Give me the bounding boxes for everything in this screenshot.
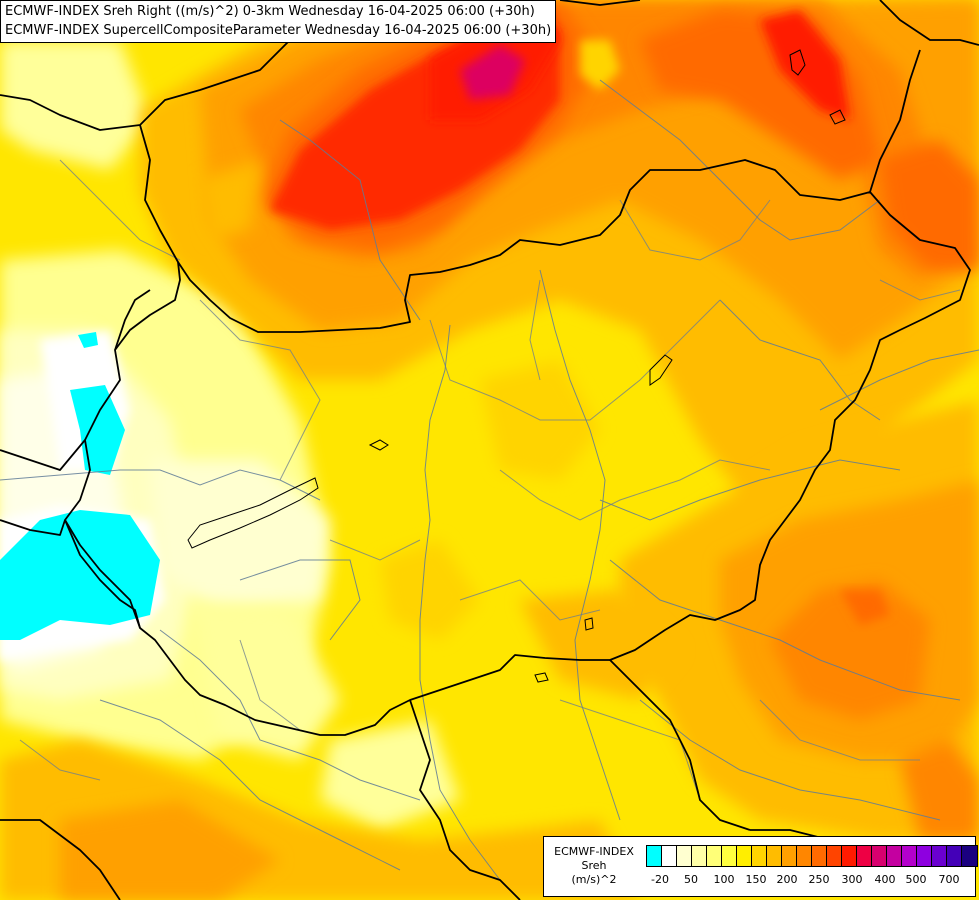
legend-swatch (707, 846, 722, 866)
map-title: ECMWF-INDEX Sreh Right ((m/s)^2) 0-3km W… (0, 0, 557, 43)
legend-title: ECMWF-INDEX Sreh (m/s)^2 (548, 845, 640, 887)
legend-swatch (812, 846, 827, 866)
legend-tick-label: 50 (684, 873, 698, 886)
legend-swatch (737, 846, 752, 866)
legend-swatch (947, 846, 962, 866)
region-borders (19, 159, 961, 801)
legend-tick-label: 300 (841, 873, 863, 886)
legend-swatch (857, 846, 872, 866)
legend-swatch (842, 846, 857, 866)
legend-swatch (902, 846, 917, 866)
legend-tick-label: 100 (713, 873, 735, 886)
legend-swatch (782, 846, 797, 866)
legend-swatch (647, 846, 662, 866)
legend-swatch (917, 846, 932, 866)
legend-ticks: -20 50 100 150 200 250 300 400 500 700 (646, 873, 976, 889)
legend-tick-label: 250 (808, 873, 830, 886)
legend-swatch (827, 846, 842, 866)
legend-swatch (872, 846, 887, 866)
legend-tick-label: 200 (776, 873, 798, 886)
map-title-line-1: ECMWF-INDEX Sreh Right ((m/s)^2) 0-3km W… (5, 4, 535, 19)
legend: ECMWF-INDEX Sreh (m/s)^2 -20 50 100 150 200 2… (543, 836, 978, 897)
legend-swatch (662, 846, 677, 866)
legend-swatch (887, 846, 902, 866)
legend-swatch (722, 846, 737, 866)
legend-swatch (962, 846, 977, 866)
legend-tick-label: 400 (874, 873, 896, 886)
map-title-line-2: ECMWF-INDEX SupercellCompositeParameter … (5, 23, 552, 38)
legend-swatch (752, 846, 767, 866)
legend-swatch (692, 846, 707, 866)
legend-tick-label: 700 (938, 873, 960, 886)
legend-tick-label: 500 (905, 873, 927, 886)
lakes (187, 49, 846, 683)
legend-swatch (767, 846, 782, 866)
legend-title-parameter: Sreh (581, 859, 607, 872)
legend-title-unit: (m/s)^2 (571, 873, 617, 886)
legend-tick-label: -20 (651, 873, 669, 886)
legend-tick-label: 150 (745, 873, 767, 886)
legend-color-bar (646, 845, 978, 867)
legend-title-model: ECMWF-INDEX (554, 845, 634, 858)
rivers (0, 79, 979, 881)
legend-swatch (932, 846, 947, 866)
legend-swatch (797, 846, 812, 866)
legend-swatch (677, 846, 692, 866)
